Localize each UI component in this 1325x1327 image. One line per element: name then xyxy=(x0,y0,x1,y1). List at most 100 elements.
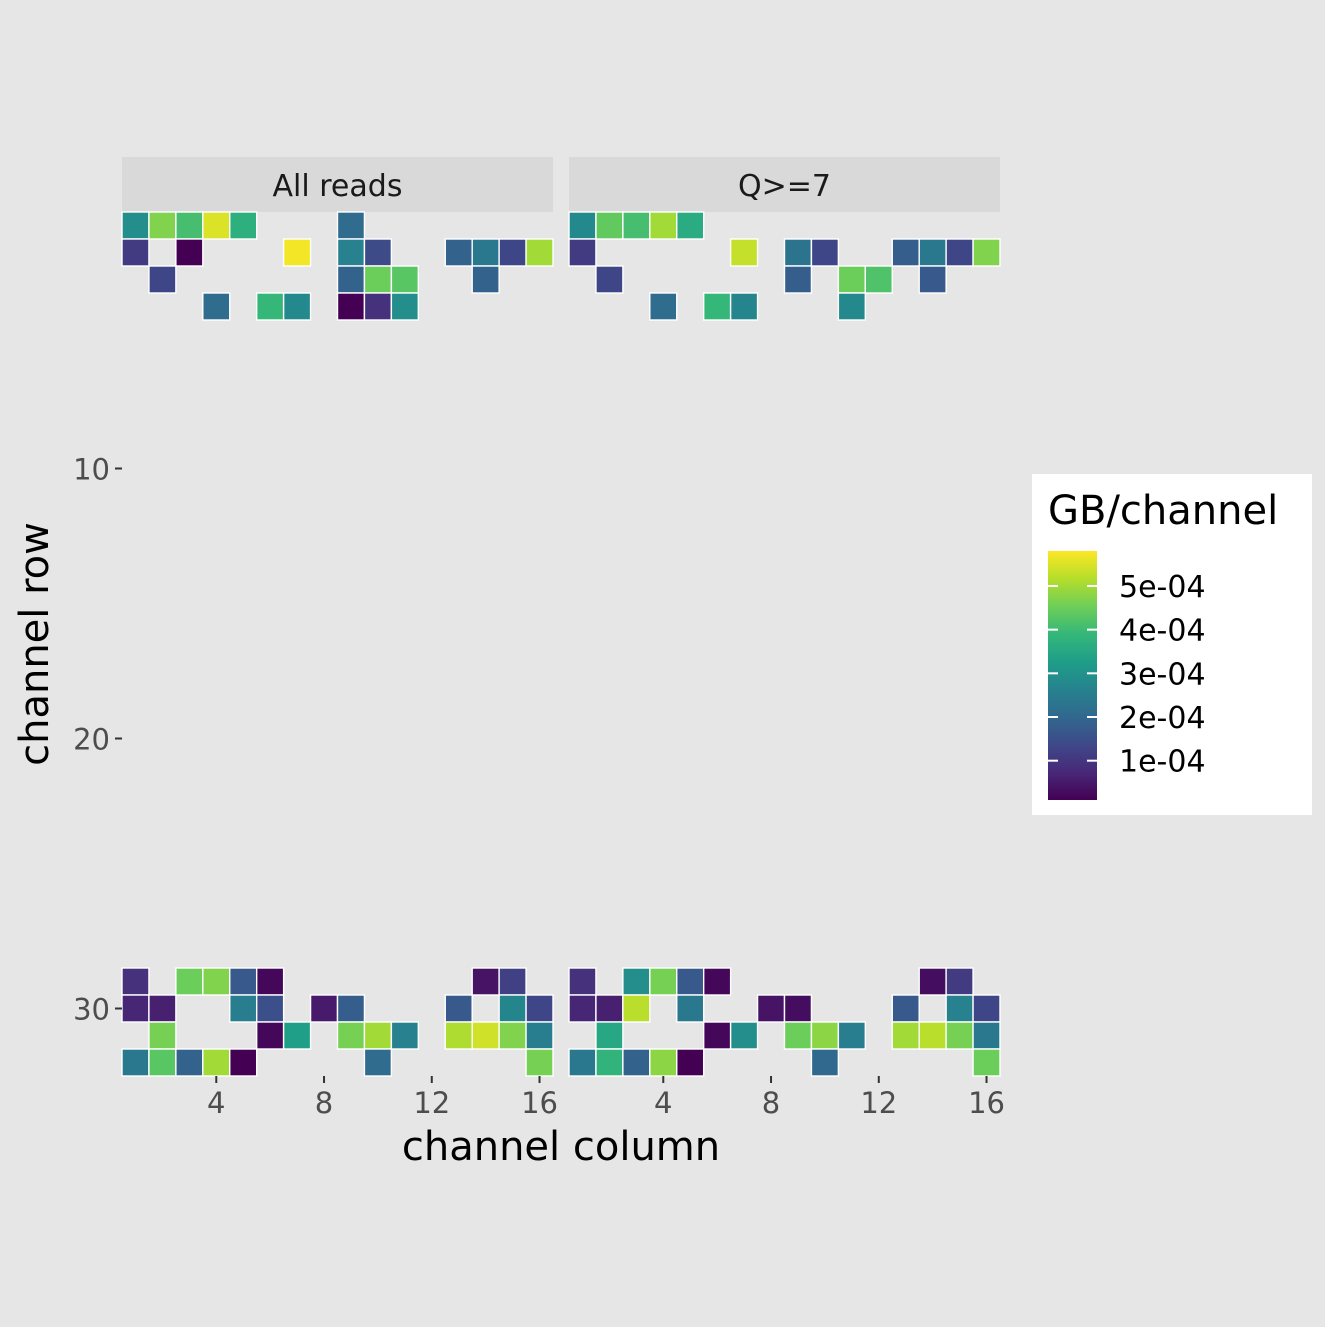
heatmap-cell xyxy=(498,238,527,267)
x-tick-label: 12 xyxy=(413,1086,450,1120)
heatmap-cell xyxy=(595,1021,624,1050)
heatmap-cell xyxy=(729,1021,759,1050)
heatmap-cell xyxy=(336,292,366,321)
legend-label: 3e-04 xyxy=(1119,657,1206,692)
heatmap-cell xyxy=(568,211,597,240)
y-axis-title: channel row xyxy=(12,522,58,766)
facet-panel: All reads xyxy=(121,157,554,1077)
heatmap-cell xyxy=(837,1021,867,1050)
heatmap-cell xyxy=(390,265,420,294)
heatmap-cell xyxy=(676,967,705,996)
heatmap-cell xyxy=(175,967,204,996)
facet-strip-label: All reads xyxy=(273,169,403,204)
heatmap-cell xyxy=(336,265,366,294)
heatmap-cell xyxy=(891,994,920,1023)
heatmap-cell xyxy=(756,994,786,1023)
heatmap-cell xyxy=(945,238,974,267)
heatmap-cell xyxy=(622,1048,651,1077)
heatmap-cell xyxy=(390,1021,420,1050)
heatmap-cell xyxy=(972,994,1001,1023)
heatmap-cell xyxy=(568,1048,597,1077)
heatmap-cell xyxy=(972,1048,1001,1077)
heatmap-cell xyxy=(202,292,231,321)
heatmap-cell xyxy=(175,238,204,267)
heatmap-cell xyxy=(202,967,231,996)
heatmap-cell xyxy=(148,211,177,240)
heatmap-cell xyxy=(837,292,867,321)
facets-layer: All reads Q>=7 xyxy=(121,157,1001,1077)
heatmap-cell xyxy=(945,994,974,1023)
heatmap-cell xyxy=(471,265,500,294)
heatmap-cell xyxy=(568,238,597,267)
heatmap-cell xyxy=(444,1021,473,1050)
x-tick-label: 12 xyxy=(860,1086,897,1120)
heatmap-cell xyxy=(282,238,312,267)
heatmap-cell xyxy=(175,211,204,240)
heatmap-cell xyxy=(363,1021,393,1050)
heatmap-cell xyxy=(783,265,813,294)
heatmap-cell xyxy=(676,211,705,240)
heatmap-cell xyxy=(255,1021,285,1050)
heatmap-cell xyxy=(702,967,732,996)
heatmap-cell xyxy=(891,238,920,267)
legend-title: GB/channel xyxy=(1048,488,1278,534)
heatmap-cell xyxy=(676,994,705,1023)
heatmap-cell xyxy=(363,1048,393,1077)
y-tick-label: 30 xyxy=(73,993,110,1027)
heatmap-cell xyxy=(676,1048,705,1077)
heatmap-cell xyxy=(121,211,150,240)
heatmap-cell xyxy=(649,1048,678,1077)
heatmap-cell xyxy=(918,1021,947,1050)
heatmap-cell xyxy=(336,238,366,267)
heatmap-cell xyxy=(595,994,624,1023)
heatmap-cell xyxy=(783,1021,813,1050)
heatmap-cell xyxy=(945,1021,974,1050)
x-tick-label: 4 xyxy=(654,1086,672,1120)
heatmap-cell xyxy=(148,994,177,1023)
heatmap-cell xyxy=(702,292,732,321)
axes-layer: 4 8 12 16 4 8 12 16 10 20 30 xyxy=(73,453,1005,1121)
heatmap-cell xyxy=(202,211,231,240)
heatmap-cell xyxy=(918,238,947,267)
heatmap-cell xyxy=(363,238,393,267)
heatmap-cell xyxy=(336,211,366,240)
heatmap-cell xyxy=(336,994,366,1023)
heatmap-cell xyxy=(444,994,473,1023)
heatmap-cell xyxy=(282,292,312,321)
heatmap-cell xyxy=(471,238,500,267)
heatmap-cell xyxy=(918,967,947,996)
heatmap-cell xyxy=(148,1021,177,1050)
heatmap-cell xyxy=(255,967,285,996)
heatmap-cell xyxy=(498,967,527,996)
heatmap-cell xyxy=(783,994,813,1023)
heatmap-cell xyxy=(622,994,651,1023)
heatmap-cell xyxy=(568,994,597,1023)
heatmap-cell xyxy=(945,967,974,996)
heatmap-cell xyxy=(121,967,150,996)
facet-strip-label: Q>=7 xyxy=(738,169,831,204)
heatmap-cell xyxy=(498,994,527,1023)
heatmap-cell xyxy=(702,1021,732,1050)
heatmap-cell xyxy=(783,238,813,267)
heatmap-cell xyxy=(148,1048,177,1077)
colorbar xyxy=(1048,551,1097,800)
heatmap-cell xyxy=(525,238,554,267)
heatmap-cell xyxy=(229,1048,258,1077)
heatmap-cell xyxy=(729,292,759,321)
x-tick-label: 4 xyxy=(207,1086,225,1120)
heatmap-cell xyxy=(729,238,759,267)
heatmap-cell xyxy=(810,1048,840,1077)
heatmap-cell xyxy=(525,1048,554,1077)
heatmap-cell xyxy=(649,967,678,996)
heatmap-cell xyxy=(864,265,893,294)
heatmap-cell xyxy=(121,1048,150,1077)
facet-strip xyxy=(122,157,553,212)
heatmap-cell xyxy=(810,238,840,267)
heatmap-cell xyxy=(309,994,339,1023)
heatmap-cell xyxy=(918,265,947,294)
heatmap-cell xyxy=(498,1021,527,1050)
facet-strip xyxy=(569,157,1000,212)
heatmap-cell xyxy=(525,1021,554,1050)
heatmap-cell xyxy=(363,265,393,294)
heatmap-cell xyxy=(363,292,393,321)
